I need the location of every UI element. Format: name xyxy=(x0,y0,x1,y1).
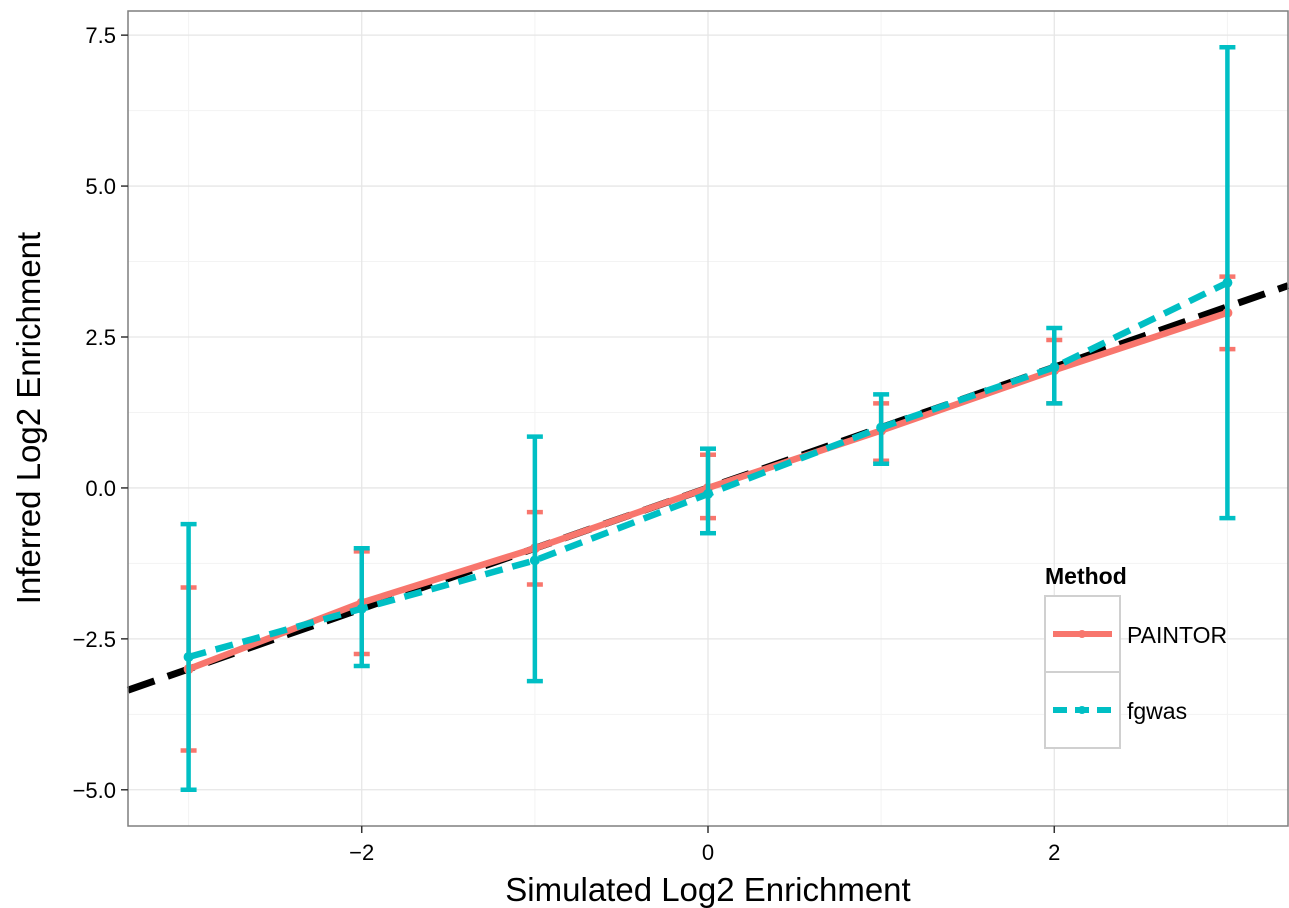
point-fgwas-6 xyxy=(1222,277,1233,288)
legend-dot-fgwas xyxy=(1078,706,1086,714)
point-fgwas-1 xyxy=(356,603,367,614)
y-tick-label-4: 5.0 xyxy=(85,174,116,199)
legend-title: Method xyxy=(1045,563,1127,589)
legend-label-paintor: PAINTOR xyxy=(1127,622,1227,648)
series-layer xyxy=(126,44,1289,793)
legend: Method PAINTOR fgwas xyxy=(1044,563,1227,749)
y-tick-label-1: −2.5 xyxy=(73,627,116,652)
x-tick-label-1: 0 xyxy=(702,840,714,865)
y-axis-title: Inferred Log2 Enrichment xyxy=(10,232,47,604)
legend-dot-paintor xyxy=(1078,630,1086,638)
point-fgwas-5 xyxy=(1049,362,1060,373)
x-tick-label-2: 2 xyxy=(1048,840,1060,865)
y-tick-label-0: −5.0 xyxy=(73,778,116,803)
x-tick-label-0: −2 xyxy=(349,840,374,865)
point-fgwas-0 xyxy=(183,651,194,662)
point-fgwas-4 xyxy=(876,422,887,433)
legend-label-fgwas: fgwas xyxy=(1127,698,1187,724)
point-fgwas-2 xyxy=(529,555,540,566)
point-fgwas-3 xyxy=(703,488,713,499)
y-tick-label-5: 7.5 xyxy=(85,23,116,48)
ticks-layer: −2 0 2 −5.0 −2.5 0.0 2.5 5.0 7.5 xyxy=(73,23,1061,865)
x-axis-title: Simulated Log2 Enrichment xyxy=(505,871,910,908)
y-tick-label-2: 0.0 xyxy=(85,476,116,501)
y-tick-label-3: 2.5 xyxy=(85,325,116,350)
